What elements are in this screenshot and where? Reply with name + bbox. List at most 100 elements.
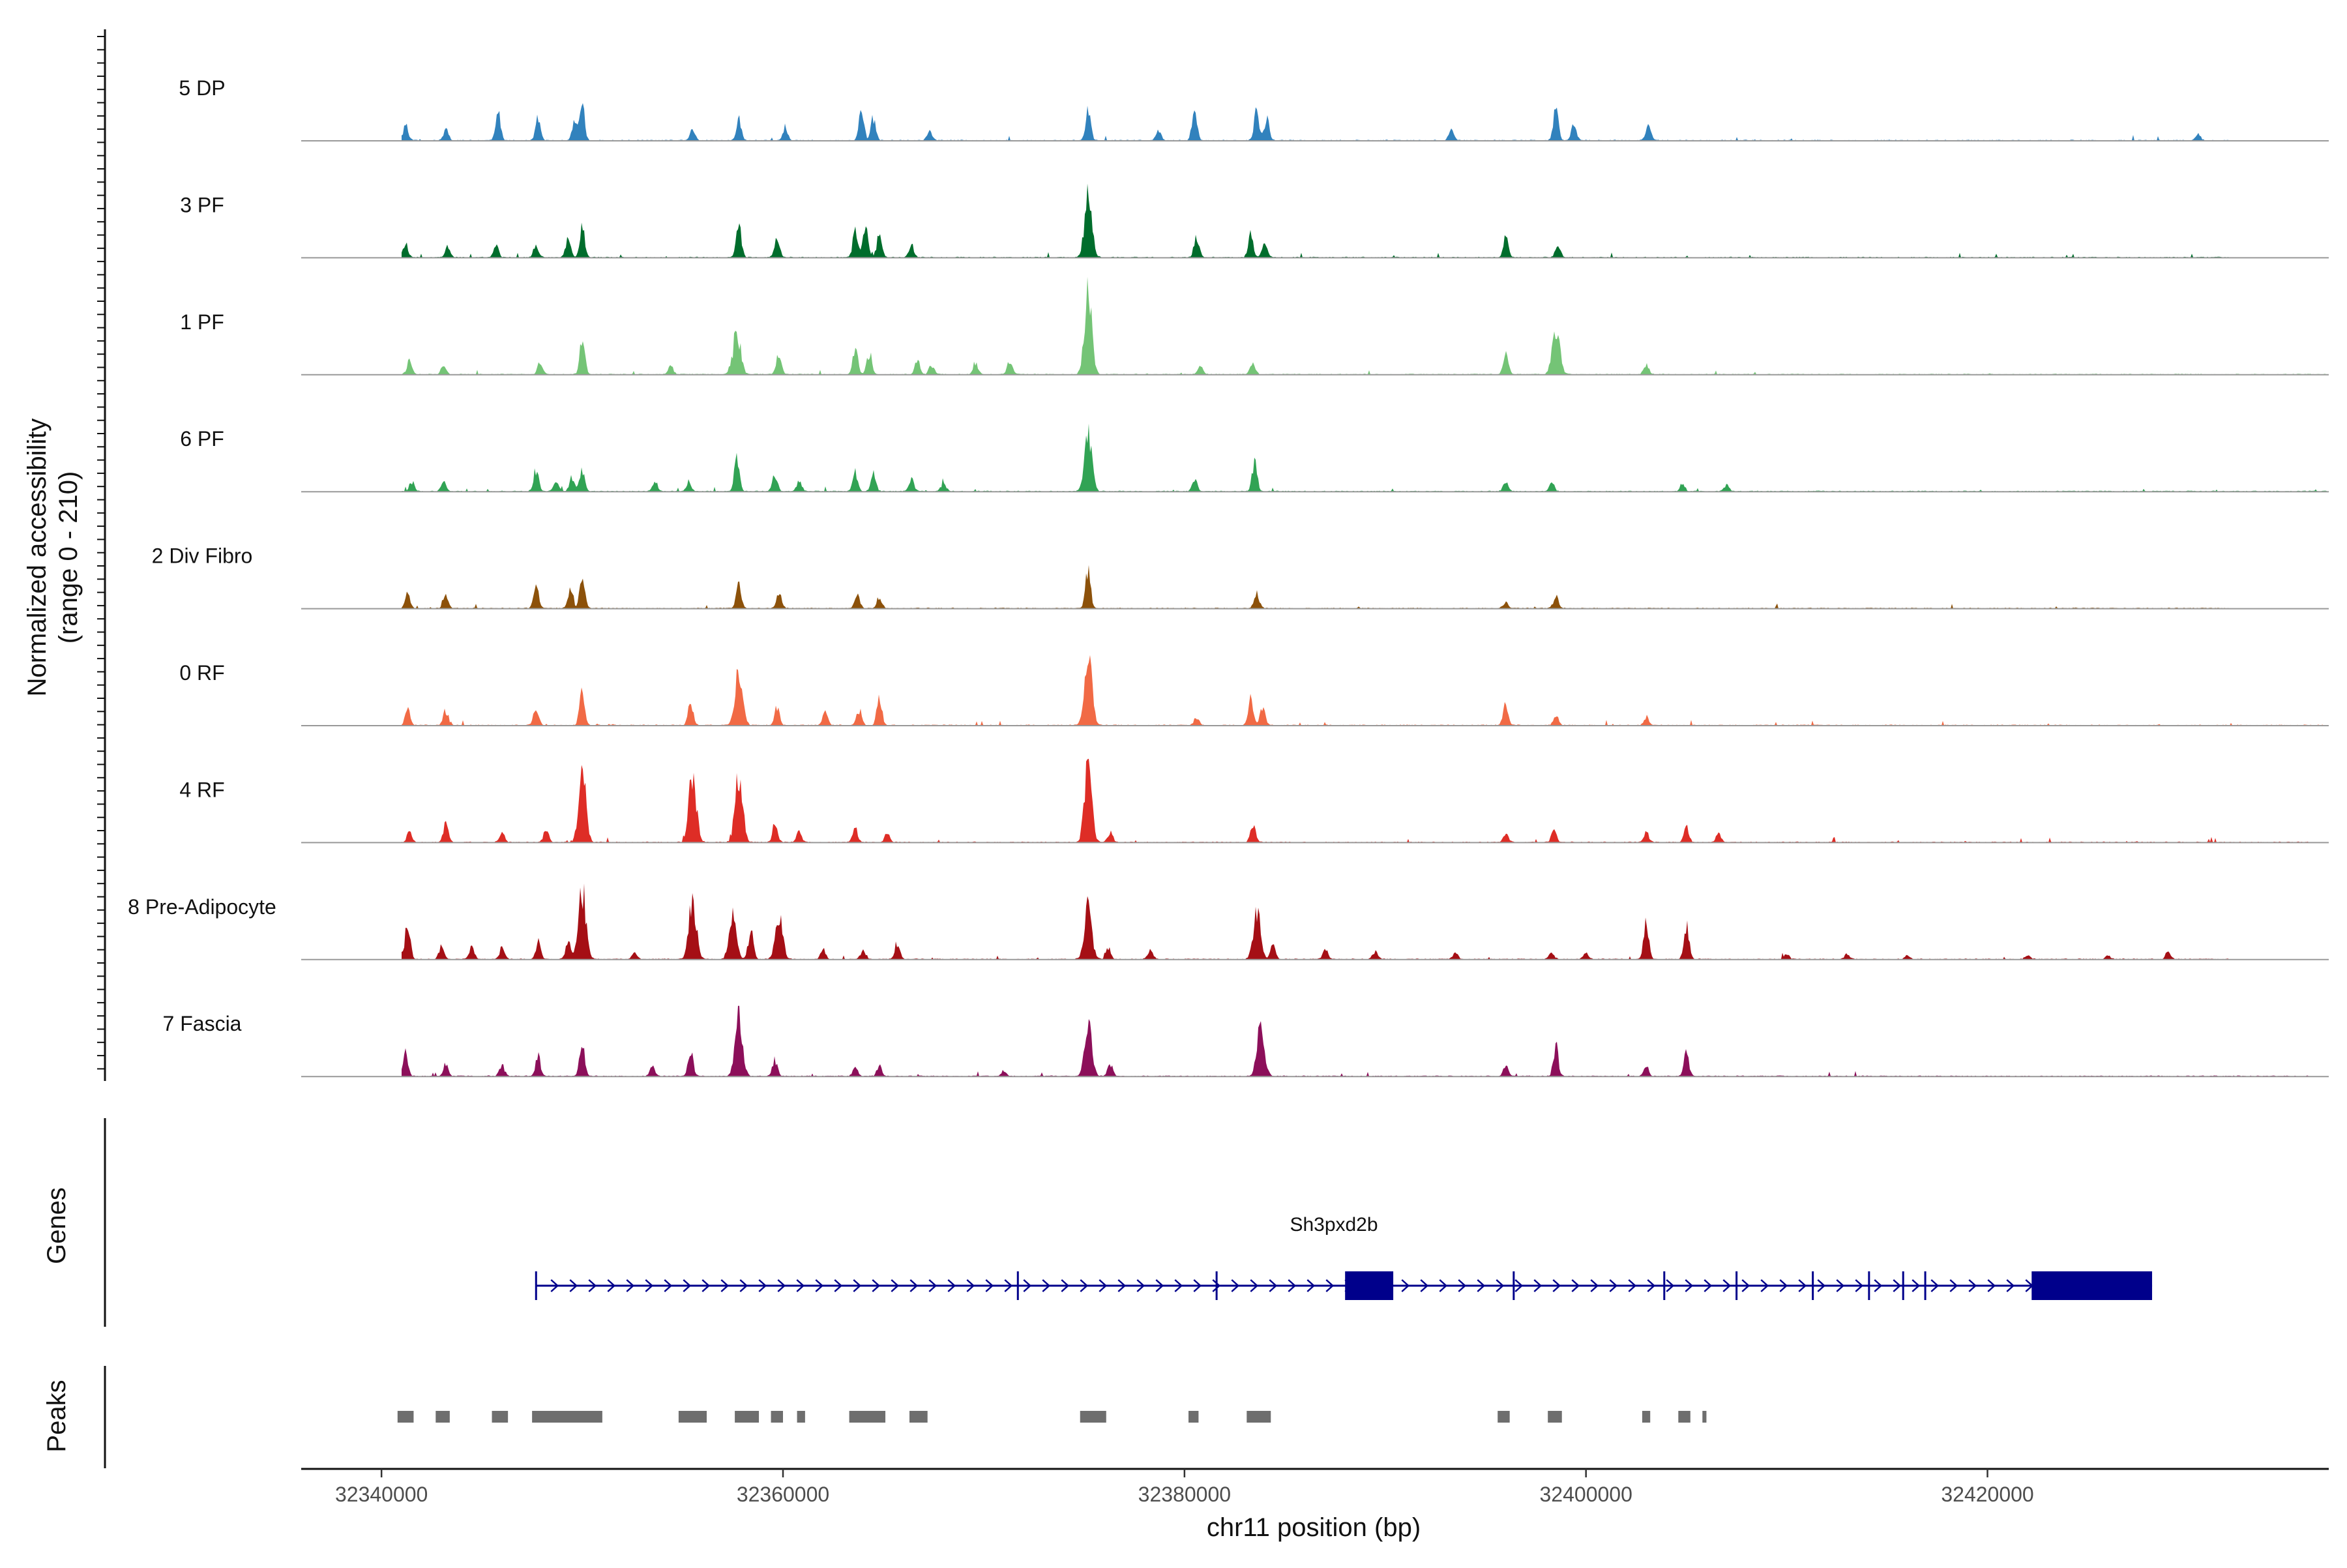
track-2-div-fibro: 2 Div Fibro	[152, 544, 2329, 610]
strand-arrow	[947, 1279, 956, 1292]
strand-arrow	[1893, 1279, 1902, 1292]
strand-arrow	[1552, 1279, 1561, 1292]
peak-region	[735, 1411, 760, 1423]
strand-arrow	[1420, 1279, 1429, 1292]
strand-arrow	[1496, 1279, 1505, 1292]
x-axis-title: chr11 position (bp)	[1207, 1513, 1421, 1542]
strand-arrow	[569, 1279, 578, 1292]
strand-arrow	[1987, 1279, 1996, 1292]
track-1-pf: 1 PF	[180, 276, 2329, 376]
x-axis: chr11 position (bp) 32340000 32360000 3238…	[301, 1468, 2329, 1542]
strand-arrow	[909, 1279, 919, 1292]
strand-arrow	[607, 1279, 616, 1292]
peak-region	[797, 1411, 805, 1423]
strand-arrow	[1968, 1279, 1977, 1292]
strand-arrow	[1685, 1279, 1694, 1292]
strand-arrow	[1439, 1279, 1448, 1292]
strand-arrow	[1760, 1279, 1769, 1292]
strand-arrow	[683, 1279, 692, 1292]
track-label: 3 PF	[180, 193, 224, 216]
x-tick-label: 32340000	[335, 1483, 428, 1506]
track-6-pf: 6 PF	[180, 423, 2329, 493]
strand-arrow	[1117, 1279, 1127, 1292]
strand-arrow	[1571, 1279, 1580, 1292]
strand-arrow	[853, 1279, 862, 1292]
track-7-fascia: 7 Fascia	[163, 1005, 2329, 1078]
strand-arrow	[1666, 1279, 1675, 1292]
coverage-area	[402, 1005, 2309, 1077]
strand-arrow	[928, 1279, 937, 1292]
gene-name-label: Sh3pxd2b	[1290, 1214, 1378, 1235]
peak-region	[397, 1411, 414, 1423]
y-axis-title-line1: Normalized accessibility	[23, 419, 52, 697]
strand-arrow	[834, 1279, 843, 1292]
strand-arrow	[1628, 1279, 1637, 1292]
strand-arrow	[1779, 1279, 1788, 1292]
strand-arrow	[1949, 1279, 1958, 1292]
peak-region	[1188, 1411, 1199, 1423]
strand-arrow	[1741, 1279, 1750, 1292]
strand-arrow	[1874, 1279, 1883, 1292]
strand-arrow	[1306, 1279, 1316, 1292]
peak-region	[532, 1411, 602, 1423]
track-5-dp: 5 DP	[179, 76, 2329, 141]
track-label: 1 PF	[180, 310, 224, 334]
coverage-area	[402, 758, 2309, 843]
strand-arrow	[1212, 1279, 1221, 1292]
peak-region	[1642, 1411, 1651, 1423]
strand-arrow	[550, 1279, 559, 1292]
strand-arrow	[1269, 1279, 1278, 1292]
strand-arrow	[1193, 1279, 1202, 1292]
peak-region	[435, 1411, 450, 1423]
coverage-tracks: 5 DP 3 PF 1 PF 6 PF 2 Div Fibro 0 RF 4 RF 8 Pre…	[128, 76, 2329, 1078]
strand-arrow	[1590, 1279, 1599, 1292]
strand-arrow	[588, 1279, 597, 1292]
peak-region	[909, 1411, 928, 1423]
strand-arrow	[1912, 1279, 1921, 1292]
strand-arrow	[701, 1279, 711, 1292]
strand-arrow	[1855, 1279, 1864, 1292]
strand-arrow	[1477, 1279, 1486, 1292]
track-label: 6 PF	[180, 427, 224, 451]
coverage-area	[402, 276, 2329, 375]
strand-arrow	[985, 1279, 994, 1292]
strand-arrow	[1080, 1279, 1089, 1292]
strand-arrow	[815, 1279, 824, 1292]
peaks-track: Peaks	[42, 1366, 1707, 1468]
peak-region	[1702, 1411, 1707, 1423]
strand-arrow	[1250, 1279, 1259, 1292]
strand-arrow	[1174, 1279, 1183, 1292]
track-label: 8 Pre-Adipocyte	[128, 895, 276, 919]
genes-track-label: Genes	[42, 1187, 71, 1264]
strand-arrow	[1325, 1279, 1335, 1292]
strand-arrow	[739, 1279, 748, 1292]
peak-region	[492, 1411, 509, 1423]
peak-region	[1247, 1411, 1271, 1423]
track-8-pre-adipocyte: 8 Pre-Adipocyte	[128, 883, 2329, 960]
track-0-rf: 0 RF	[179, 655, 2329, 726]
strand-arrow	[626, 1279, 635, 1292]
strand-arrow	[1704, 1279, 1713, 1292]
coverage-area	[402, 565, 2228, 609]
peak-region	[1548, 1411, 1562, 1423]
peak-region	[849, 1411, 886, 1423]
strand-arrow	[777, 1279, 786, 1292]
accessibility-axis: Normalized accessibility (range 0 - 210)	[23, 29, 106, 1081]
x-tick-label: 32420000	[1941, 1483, 2033, 1506]
strand-arrow	[1099, 1279, 1108, 1292]
gene-exon	[2031, 1271, 2153, 1300]
strand-arrow	[1004, 1279, 1013, 1292]
coverage-area	[402, 423, 2329, 492]
strand-arrow	[1647, 1279, 1656, 1292]
strand-arrow	[1155, 1279, 1164, 1292]
track-4-rf: 4 RF	[179, 758, 2329, 844]
gene-exon	[1345, 1271, 1394, 1300]
strand-arrow	[1061, 1279, 1070, 1292]
x-tick-label: 32380000	[1138, 1483, 1231, 1506]
strand-arrow	[796, 1279, 805, 1292]
strand-arrow	[966, 1279, 975, 1292]
strand-arrow	[758, 1279, 767, 1292]
strand-arrow	[1930, 1279, 1940, 1292]
